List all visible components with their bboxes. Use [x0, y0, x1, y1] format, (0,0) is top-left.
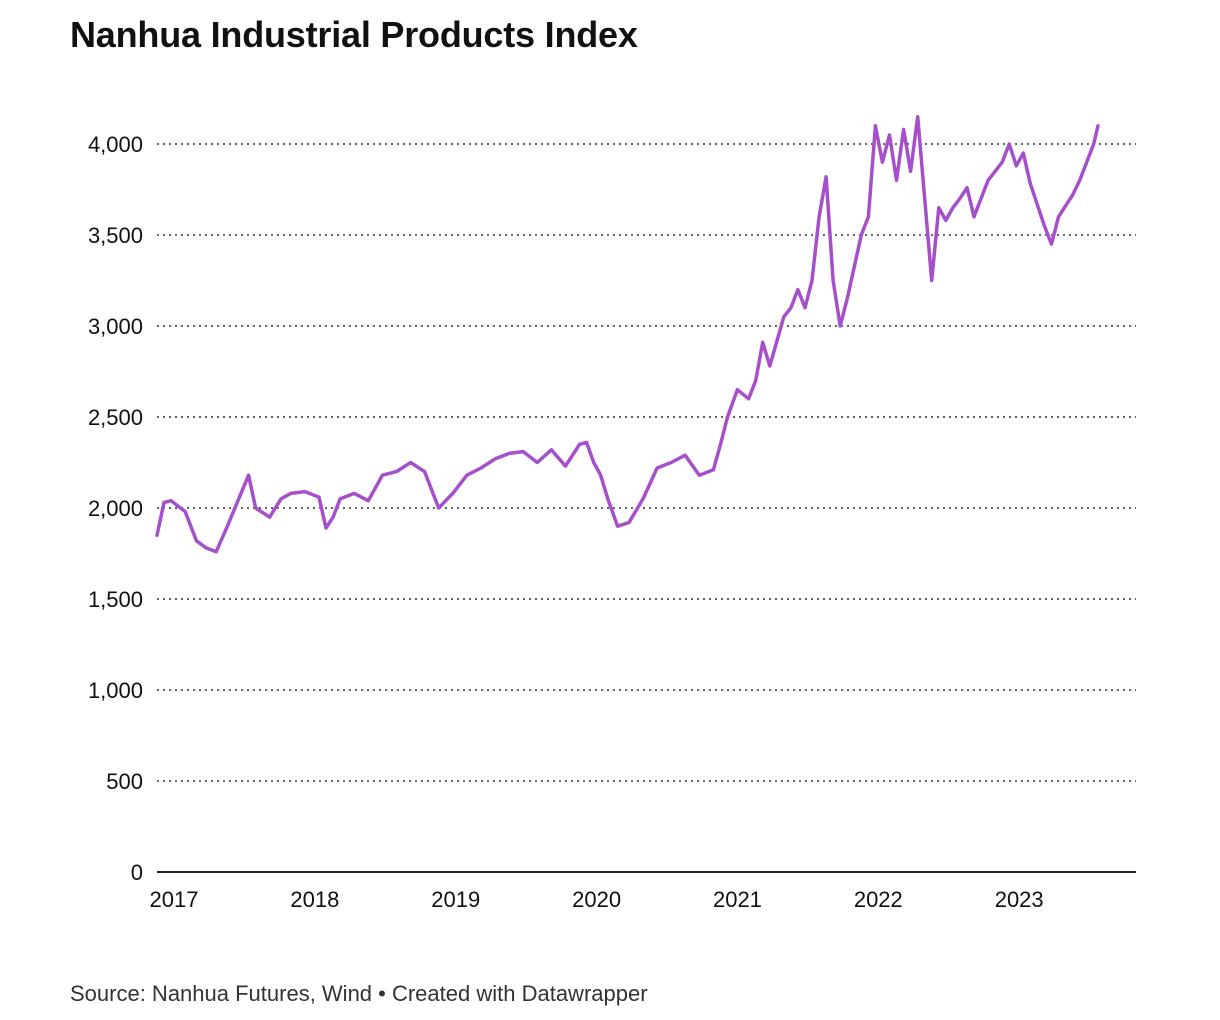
- x-tick-label: 2018: [290, 887, 339, 912]
- y-tick-label: 2,500: [88, 405, 143, 430]
- x-tick-label: 2021: [713, 887, 762, 912]
- x-tick-label: 2023: [995, 887, 1044, 912]
- series-line: [155, 114, 1100, 554]
- x-tick-label: 2017: [150, 887, 199, 912]
- y-tick-label: 2,000: [88, 496, 143, 521]
- y-tick-label: 1,500: [88, 587, 143, 612]
- x-axis-ticks: 2017 2018 2019 2020 2021 2022 2023: [150, 887, 1044, 912]
- x-tick-label: 2022: [854, 887, 903, 912]
- y-tick-label: 4,000: [88, 132, 143, 157]
- y-tick-label: 500: [106, 769, 143, 794]
- y-tick-label: 3,000: [88, 314, 143, 339]
- y-axis-ticks: 0 500 1,000 1,500 2,000 2,500 3,000 3,500 4,000: [88, 132, 143, 885]
- x-tick-label: 2020: [572, 887, 621, 912]
- y-tick-label: 3,500: [88, 223, 143, 248]
- chart-title: Nanhua Industrial Products Index: [70, 14, 638, 55]
- source-note: Source: Nanhua Futures, Wind • Created w…: [70, 981, 648, 1006]
- x-tick-label: 2019: [431, 887, 480, 912]
- y-tick-label: 0: [131, 860, 143, 885]
- y-tick-label: 1,000: [88, 678, 143, 703]
- gridlines: [157, 143, 1136, 782]
